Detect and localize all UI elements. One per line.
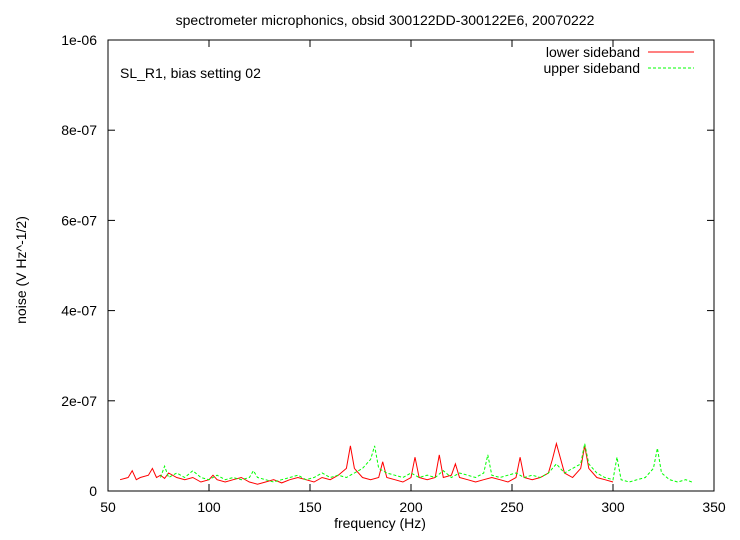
series-line <box>160 443 692 483</box>
y-tick-label: 8e-07 <box>61 122 97 138</box>
legend-label: upper sideband <box>543 60 640 76</box>
x-axis-label: frequency (Hz) <box>334 515 426 531</box>
series-lines <box>119 441 692 485</box>
series-line <box>119 441 614 485</box>
x-tick-label: 250 <box>500 499 524 515</box>
x-tick-label: 300 <box>601 499 625 515</box>
legend-label: lower sideband <box>546 44 640 60</box>
y-tick-label: 1e-06 <box>61 32 97 48</box>
y-axis-label: noise (V Hz^-1/2) <box>13 216 29 324</box>
chart-title: spectrometer microphonics, obsid 300122D… <box>176 12 595 28</box>
y-tick-label: 6e-07 <box>61 212 97 228</box>
plot-frame <box>107 39 715 492</box>
x-tick-label: 50 <box>100 499 116 515</box>
x-tick-label: 150 <box>298 499 322 515</box>
x-tick-label: 100 <box>197 499 221 515</box>
x-tick-label: 200 <box>399 499 423 515</box>
y-tick-label: 4e-07 <box>61 303 97 319</box>
y-tick-label: 2e-07 <box>61 393 97 409</box>
y-axis-ticks: 0 2e-07 4e-07 6e-07 8e-07 1e-06 <box>61 32 714 499</box>
y-tick-label: 0 <box>89 483 97 499</box>
x-axis-ticks: 50 100 150 200 250 300 350 <box>100 40 726 515</box>
chart-annotation: SL_R1, bias setting 02 <box>120 65 261 81</box>
x-tick-label: 350 <box>702 499 726 515</box>
